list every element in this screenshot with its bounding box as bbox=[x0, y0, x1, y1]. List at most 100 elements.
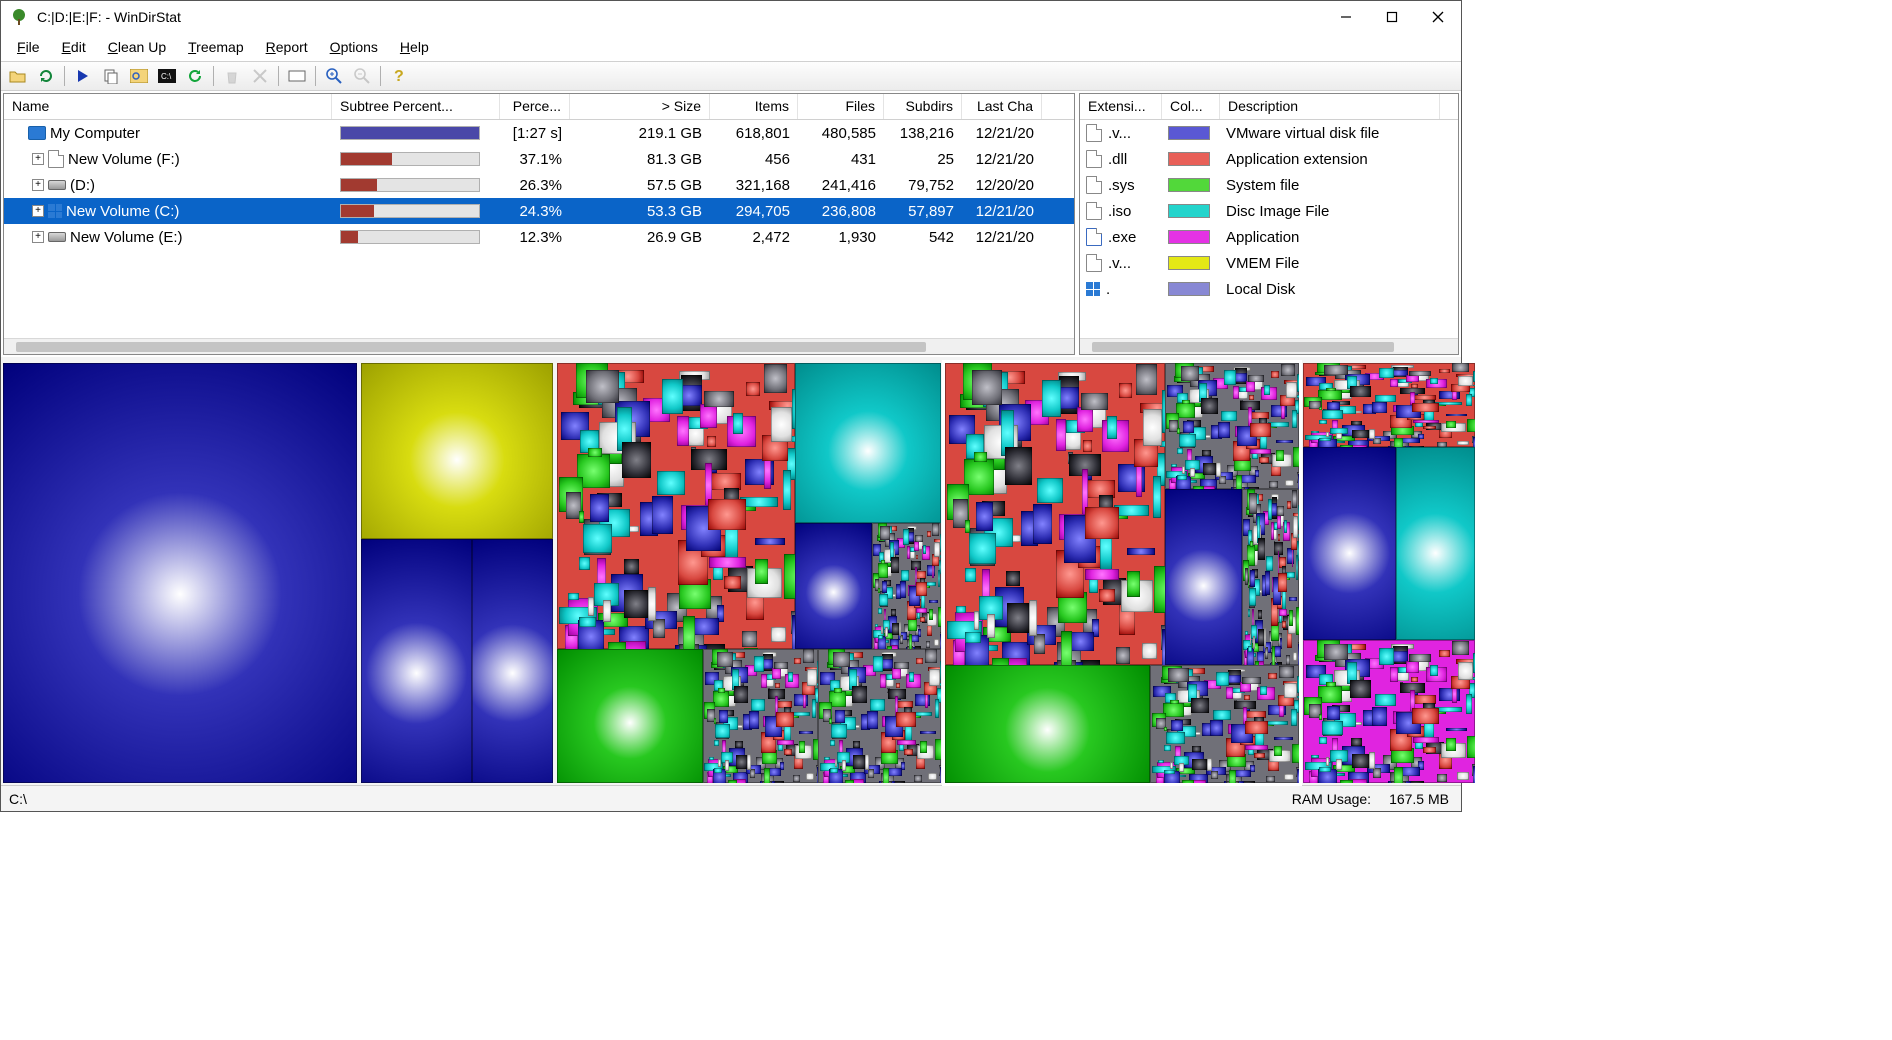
ext-row[interactable]: .v...VMware virtual disk file bbox=[1080, 120, 1458, 146]
refresh-all-button[interactable] bbox=[33, 64, 59, 88]
ext-row[interactable]: .exeApplication bbox=[1080, 224, 1458, 250]
ext-row[interactable]: .dllApplication extension bbox=[1080, 146, 1458, 172]
menu-edit[interactable]: Edit bbox=[52, 36, 96, 58]
ext-row[interactable]: .isoDisc Image File bbox=[1080, 198, 1458, 224]
dir-col-perce-[interactable]: Perce... bbox=[500, 94, 570, 119]
dir-cell: 618,801 bbox=[710, 125, 798, 142]
file-icon bbox=[1086, 202, 1102, 220]
treemap-rect[interactable] bbox=[1303, 640, 1475, 783]
dir-cell: 12/21/20 bbox=[962, 151, 1042, 168]
dir-cell: 456 bbox=[710, 151, 798, 168]
ext-col-extensi-[interactable]: Extensi... bbox=[1080, 94, 1162, 119]
play-button[interactable] bbox=[70, 64, 96, 88]
treemap-rect[interactable] bbox=[818, 649, 941, 783]
cmd-button[interactable]: C:\ bbox=[154, 64, 180, 88]
ext-col-description[interactable]: Description bbox=[1220, 94, 1440, 119]
dir-cell: 236,808 bbox=[798, 203, 884, 220]
treemap-rect[interactable] bbox=[795, 523, 872, 649]
treemap-rect[interactable] bbox=[557, 363, 795, 649]
dir-name: (D:) bbox=[70, 177, 95, 194]
treemap-rect[interactable] bbox=[557, 649, 703, 783]
treemap-volume[interactable] bbox=[3, 363, 357, 783]
show-free-button[interactable] bbox=[284, 64, 310, 88]
delete-button[interactable] bbox=[247, 64, 273, 88]
dir-col-name[interactable]: Name bbox=[4, 94, 332, 119]
refresh-button[interactable] bbox=[182, 64, 208, 88]
extension-pane: Extensi...Col...Description .v...VMware … bbox=[1079, 93, 1459, 355]
dir-col-subdirs[interactable]: Subdirs bbox=[884, 94, 962, 119]
file-icon bbox=[1086, 150, 1102, 168]
treemap-rect[interactable] bbox=[1303, 363, 1475, 447]
zoom-out-button[interactable] bbox=[349, 64, 375, 88]
dir-col-items[interactable]: Items bbox=[710, 94, 798, 119]
treemap-rect[interactable] bbox=[1165, 363, 1299, 489]
treemap-rect[interactable] bbox=[472, 539, 553, 783]
dir-row[interactable]: My Computer[1:27 s]219.1 GB618,801480,58… bbox=[4, 120, 1074, 146]
treemap-volume[interactable] bbox=[945, 363, 1299, 783]
dir-col--size[interactable]: > Size bbox=[570, 94, 710, 119]
dir-col-files[interactable]: Files bbox=[798, 94, 884, 119]
delete-recycle-button[interactable] bbox=[219, 64, 245, 88]
open-button[interactable] bbox=[5, 64, 31, 88]
dir-row[interactable]: +New Volume (F:)37.1%81.3 GB4564312512/2… bbox=[4, 146, 1074, 172]
menu-treemap[interactable]: Treemap bbox=[178, 36, 254, 58]
close-button[interactable] bbox=[1415, 1, 1461, 33]
menu-help[interactable]: Help bbox=[390, 36, 439, 58]
dir-col-subtree-percent-[interactable]: Subtree Percent... bbox=[332, 94, 500, 119]
dir-cell: 542 bbox=[884, 229, 962, 246]
file-icon bbox=[48, 150, 64, 168]
treemap-volume[interactable] bbox=[1303, 363, 1475, 783]
expand-icon[interactable]: + bbox=[32, 153, 44, 165]
ext-col-col-[interactable]: Col... bbox=[1162, 94, 1220, 119]
treemap-rect[interactable] bbox=[945, 665, 1150, 783]
minimize-button[interactable] bbox=[1323, 1, 1369, 33]
treemap-rect[interactable] bbox=[703, 649, 818, 783]
ram-label: RAM Usage: bbox=[1292, 791, 1371, 807]
explorer-button[interactable] bbox=[126, 64, 152, 88]
zoom-in-button[interactable] bbox=[321, 64, 347, 88]
treemap-rect[interactable] bbox=[1150, 665, 1299, 783]
treemap-rect[interactable] bbox=[872, 523, 941, 649]
treemap-rect[interactable] bbox=[945, 363, 1164, 665]
treemap-rect[interactable] bbox=[1303, 447, 1396, 640]
help-button[interactable]: ? bbox=[386, 64, 412, 88]
treemap-rect[interactable] bbox=[1242, 489, 1299, 665]
ext-row[interactable]: .v...VMEM File bbox=[1080, 250, 1458, 276]
treemap-rect[interactable] bbox=[1165, 489, 1243, 665]
ext-row[interactable]: .Local Disk bbox=[1080, 276, 1458, 302]
treemap-pane[interactable] bbox=[1, 361, 1461, 785]
treemap-rect[interactable] bbox=[361, 539, 472, 783]
dir-column-headers: NameSubtree Percent...Perce...> SizeItem… bbox=[4, 94, 1074, 120]
dir-col-last-cha[interactable]: Last Cha bbox=[962, 94, 1042, 119]
menu-clean-up[interactable]: Clean Up bbox=[98, 36, 176, 58]
ext-hscrollbar[interactable] bbox=[1080, 338, 1458, 354]
dir-row[interactable]: +New Volume (E:)12.3%26.9 GB2,4721,93054… bbox=[4, 224, 1074, 250]
dir-cell: 53.3 GB bbox=[570, 203, 710, 220]
ext-color-swatch bbox=[1168, 230, 1210, 244]
dir-hscrollbar[interactable] bbox=[4, 338, 1074, 354]
ext-row[interactable]: .sysSystem file bbox=[1080, 172, 1458, 198]
treemap-volume[interactable] bbox=[361, 363, 553, 783]
statusbar: C:\ RAM Usage: 167.5 MB bbox=[1, 785, 1461, 811]
expand-icon[interactable]: + bbox=[32, 205, 44, 217]
dir-cell: 81.3 GB bbox=[570, 151, 710, 168]
menu-file[interactable]: File bbox=[7, 36, 50, 58]
treemap-rect[interactable] bbox=[1396, 447, 1475, 640]
dir-cell: 25 bbox=[884, 151, 962, 168]
expand-icon[interactable]: + bbox=[32, 231, 44, 243]
ext-label: . bbox=[1106, 281, 1110, 298]
ext-color-swatch bbox=[1168, 152, 1210, 166]
dir-row[interactable]: +(D:)26.3%57.5 GB321,168241,41679,75212/… bbox=[4, 172, 1074, 198]
expand-icon[interactable]: + bbox=[32, 179, 44, 191]
dir-row[interactable]: +New Volume (C:)24.3%53.3 GB294,705236,8… bbox=[4, 198, 1074, 224]
menu-options[interactable]: Options bbox=[320, 36, 388, 58]
menu-report[interactable]: Report bbox=[256, 36, 318, 58]
copy-button[interactable] bbox=[98, 64, 124, 88]
treemap-rect[interactable] bbox=[361, 363, 553, 539]
maximize-button[interactable] bbox=[1369, 1, 1415, 33]
treemap-volume[interactable] bbox=[557, 363, 941, 783]
treemap-rect[interactable] bbox=[795, 363, 941, 523]
treemap-rect[interactable] bbox=[3, 363, 357, 783]
dir-cell: 57,897 bbox=[884, 203, 962, 220]
window-title: C:|D:|E:|F: - WinDirStat bbox=[37, 9, 1323, 25]
